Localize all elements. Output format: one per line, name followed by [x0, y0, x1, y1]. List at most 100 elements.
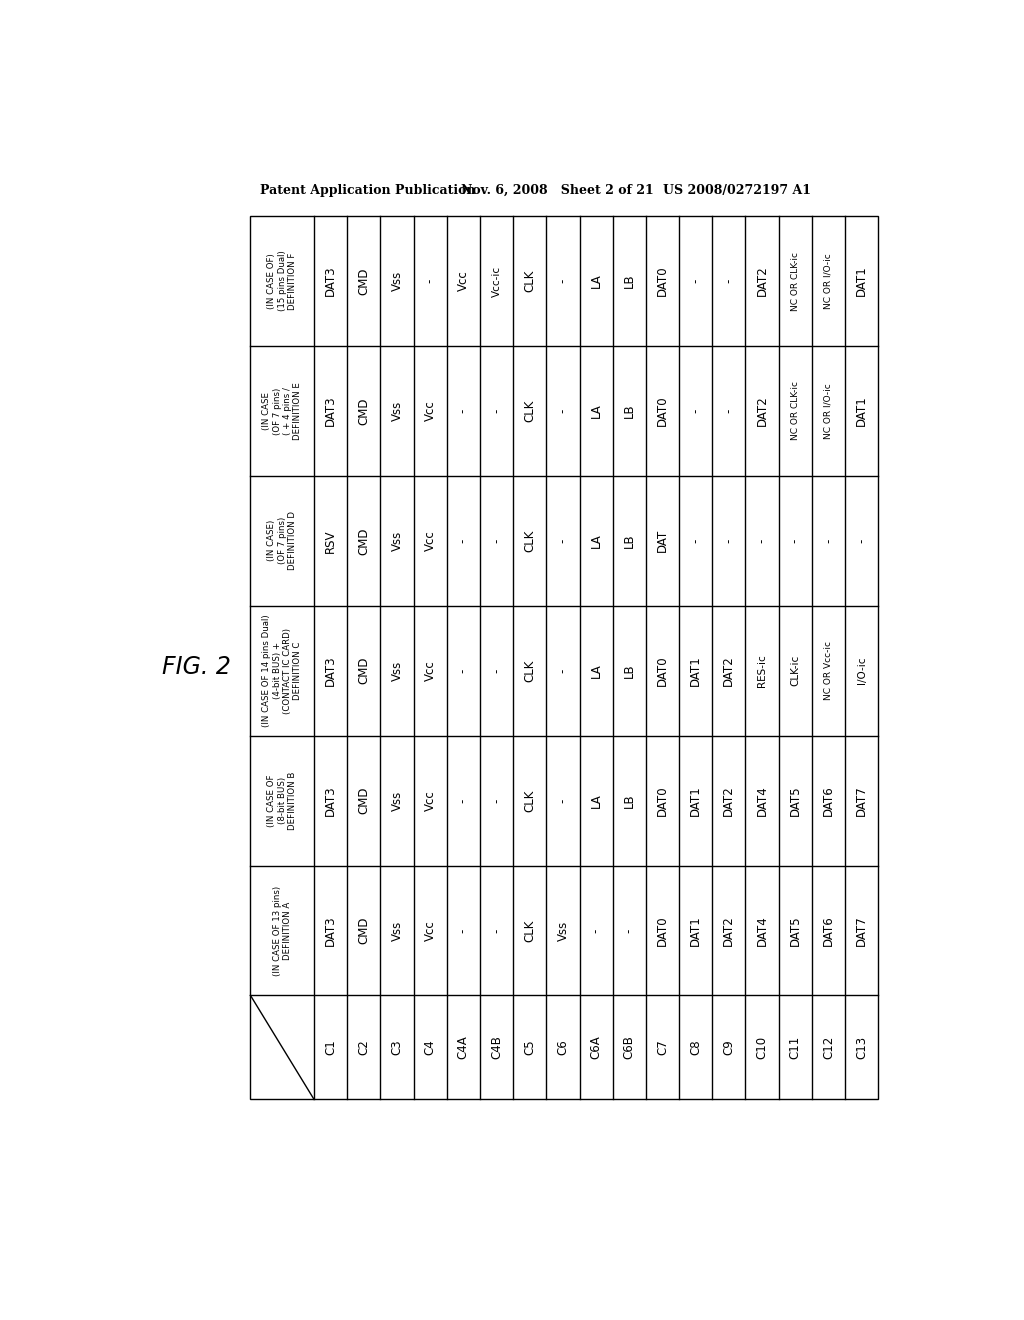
Text: DAT0: DAT0: [656, 656, 669, 686]
Text: Vss: Vss: [556, 920, 569, 941]
Text: DAT: DAT: [656, 529, 669, 553]
Text: -: -: [457, 928, 470, 933]
Text: DAT3: DAT3: [324, 656, 337, 686]
Text: DAT1: DAT1: [855, 396, 868, 426]
Text: Nov. 6, 2008   Sheet 2 of 21: Nov. 6, 2008 Sheet 2 of 21: [461, 185, 654, 197]
Text: DAT3: DAT3: [324, 265, 337, 297]
Text: -: -: [490, 928, 503, 933]
Text: DAT2: DAT2: [756, 265, 769, 297]
Text: C9: C9: [722, 1039, 735, 1055]
Text: Vss: Vss: [390, 791, 403, 810]
Text: -: -: [457, 539, 470, 543]
Text: CLK: CLK: [523, 400, 537, 422]
Text: NC OR I/O-ic: NC OR I/O-ic: [824, 383, 833, 438]
Text: DAT1: DAT1: [689, 915, 702, 946]
Text: -: -: [556, 409, 569, 413]
Text: DAT1: DAT1: [689, 655, 702, 686]
Text: -: -: [689, 539, 702, 543]
Text: DAT1: DAT1: [855, 265, 868, 297]
Text: DAT2: DAT2: [722, 915, 735, 946]
Text: DAT0: DAT0: [656, 396, 669, 426]
Text: CMD: CMD: [357, 916, 371, 944]
Text: -: -: [490, 668, 503, 673]
Text: DAT6: DAT6: [822, 915, 835, 946]
Text: RES-ic: RES-ic: [757, 655, 767, 688]
Text: LA: LA: [590, 404, 602, 418]
Text: DAT2: DAT2: [722, 655, 735, 686]
Text: NC OR I/O-ic: NC OR I/O-ic: [824, 253, 833, 309]
Text: CMD: CMD: [357, 527, 371, 554]
Text: Vss: Vss: [390, 271, 403, 292]
Text: -: -: [722, 279, 735, 284]
Text: -: -: [490, 799, 503, 803]
Text: -: -: [689, 409, 702, 413]
Text: DAT7: DAT7: [855, 915, 868, 946]
Text: LB: LB: [623, 404, 636, 418]
Text: LB: LB: [623, 793, 636, 808]
Text: -: -: [788, 539, 802, 543]
Text: CLK: CLK: [523, 660, 537, 682]
Text: Vss: Vss: [390, 660, 403, 681]
Text: RSV: RSV: [324, 529, 337, 553]
Text: C6: C6: [556, 1039, 569, 1055]
Text: (IN CASE OF 13 pins)
DEFINITION A: (IN CASE OF 13 pins) DEFINITION A: [272, 886, 292, 975]
Text: (IN CASE OF 14 pins Dual)
(4-bit BUS) +
(CONTACT IC CARD)
DEFINITION C: (IN CASE OF 14 pins Dual) (4-bit BUS) + …: [262, 614, 302, 727]
Text: Vcc: Vcc: [424, 920, 436, 941]
Text: C4A: C4A: [457, 1035, 470, 1059]
Text: -: -: [490, 539, 503, 543]
Text: LA: LA: [590, 273, 602, 289]
Text: NC OR Vcc-ic: NC OR Vcc-ic: [824, 642, 833, 700]
Text: CLK: CLK: [523, 269, 537, 292]
Text: C8: C8: [689, 1040, 702, 1055]
Text: CLK: CLK: [523, 529, 537, 552]
Text: LB: LB: [623, 273, 636, 288]
Text: DAT6: DAT6: [822, 785, 835, 816]
Text: Vcc: Vcc: [424, 660, 436, 681]
Text: CMD: CMD: [357, 657, 371, 685]
Text: Patent Application Publication: Patent Application Publication: [260, 185, 475, 197]
Text: DAT4: DAT4: [756, 915, 769, 946]
Text: CLK: CLK: [523, 919, 537, 941]
Text: LA: LA: [590, 664, 602, 678]
Text: -: -: [457, 799, 470, 803]
Text: CLK-ic: CLK-ic: [791, 655, 800, 686]
Text: DAT4: DAT4: [756, 785, 769, 816]
Text: FIG. 2: FIG. 2: [162, 655, 230, 678]
Text: -: -: [623, 928, 636, 933]
Text: US 2008/0272197 A1: US 2008/0272197 A1: [663, 185, 811, 197]
Text: -: -: [556, 799, 569, 803]
Text: DAT3: DAT3: [324, 785, 337, 816]
Text: LB: LB: [623, 664, 636, 678]
Text: C5: C5: [523, 1040, 537, 1055]
Text: DAT0: DAT0: [656, 265, 669, 297]
Text: CMD: CMD: [357, 397, 371, 425]
Text: Vss: Vss: [390, 531, 403, 550]
Text: C4B: C4B: [490, 1035, 503, 1060]
Text: DAT7: DAT7: [855, 785, 868, 816]
Text: Vss: Vss: [390, 920, 403, 941]
Text: -: -: [689, 279, 702, 284]
Text: C1: C1: [324, 1039, 337, 1055]
Text: Vcc: Vcc: [424, 400, 436, 421]
Text: C6A: C6A: [590, 1035, 602, 1059]
Text: -: -: [457, 409, 470, 413]
Text: DAT0: DAT0: [656, 785, 669, 816]
Text: (IN CASE
(OF 7 pins)
( + 4 pins /
DEFINITION E: (IN CASE (OF 7 pins) ( + 4 pins / DEFINI…: [262, 381, 302, 440]
Text: CMD: CMD: [357, 787, 371, 814]
Text: CLK: CLK: [523, 789, 537, 812]
Text: DAT1: DAT1: [689, 785, 702, 816]
Text: -: -: [457, 668, 470, 673]
Text: -: -: [556, 279, 569, 284]
Text: -: -: [722, 409, 735, 413]
Text: Vcc: Vcc: [457, 271, 470, 292]
Text: C6B: C6B: [623, 1035, 636, 1060]
Text: I/O-ic: I/O-ic: [857, 657, 866, 685]
Text: -: -: [822, 539, 835, 543]
Text: C7: C7: [656, 1039, 669, 1055]
Text: DAT5: DAT5: [788, 915, 802, 945]
Text: C13: C13: [855, 1036, 868, 1059]
Text: NC OR CLK-ic: NC OR CLK-ic: [791, 381, 800, 441]
Text: DAT0: DAT0: [656, 915, 669, 945]
Text: C4: C4: [424, 1039, 436, 1055]
Text: LA: LA: [590, 533, 602, 548]
